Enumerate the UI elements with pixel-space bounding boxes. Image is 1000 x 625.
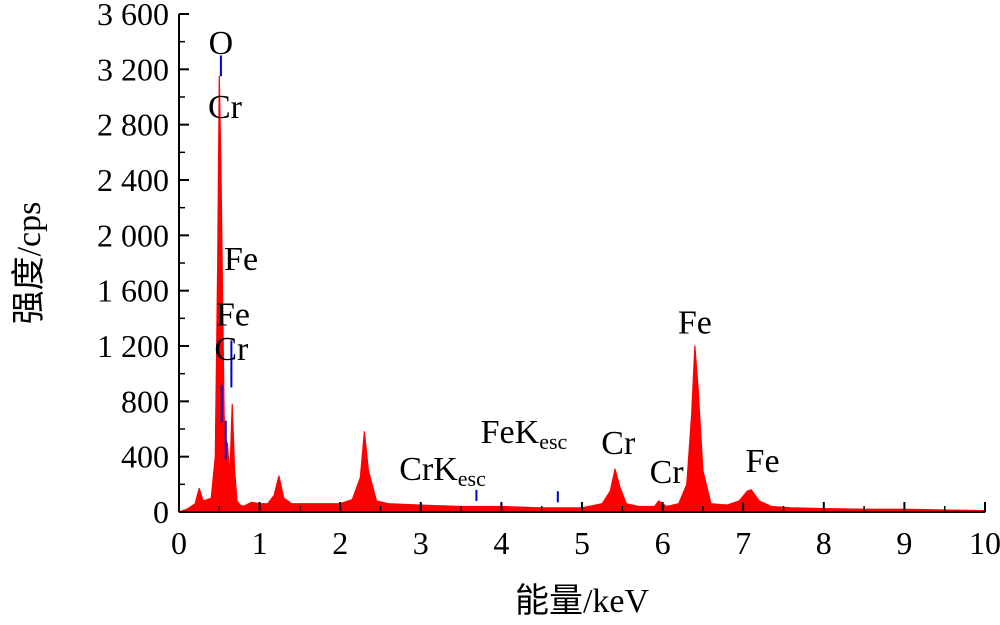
peak-label-8: Fe [746, 443, 780, 480]
peak-label-1: Cr [208, 89, 243, 126]
y-axis-title: 强度/cps [10, 202, 48, 325]
y-tick-label: 2 000 [97, 217, 169, 253]
y-tick-label: 1 200 [97, 328, 169, 364]
peak-label-4: Cr [214, 331, 249, 368]
y-tick-label: 3 600 [97, 0, 169, 32]
y-tick-label: 800 [121, 383, 169, 419]
peak-label-0: O [209, 25, 234, 62]
y-tick-label: 1 600 [97, 273, 169, 309]
spectrum-area-layer [178, 75, 986, 513]
x-tick-label: 4 [493, 525, 509, 561]
x-tick-label: 8 [816, 525, 832, 561]
x-tick-label: 3 [413, 525, 429, 561]
y-tick-layer: 0 400 800 1 200 1 600 2 000 2 400 2 800 3 200 3 6… [97, 0, 189, 530]
x-tick-label: 9 [896, 525, 912, 561]
x-tick-label: 5 [574, 525, 590, 561]
peak-label-10: FeKesc [481, 414, 568, 454]
peak-label-2: Fe [224, 241, 258, 278]
peak-label-7: Cr [650, 454, 685, 491]
peak-marker-layer [219, 55, 559, 503]
x-tick-label: 7 [735, 525, 751, 561]
y-tick-label: 0 [153, 494, 169, 530]
y-tick-label: 2 800 [97, 107, 169, 143]
x-tick-label: 10 [969, 525, 1000, 561]
peak-label-6: Cr [601, 425, 636, 462]
y-tick-label: 400 [121, 439, 169, 475]
peak-label-9: CrKesc [399, 451, 486, 491]
x-tick-label: 1 [252, 525, 268, 561]
x-tick-layer: 0 1 2 3 4 5 6 7 8 9 10 [171, 502, 1000, 561]
x-tick-label: 0 [171, 525, 187, 561]
y-tick-label: 2 400 [97, 162, 169, 198]
y-tick-label: 3 200 [97, 51, 169, 87]
x-axis-title: 能量/keV [515, 582, 650, 620]
axes-layer [178, 14, 985, 513]
x-tick-label: 2 [332, 525, 348, 561]
x-tick-label: 6 [655, 525, 671, 561]
peak-label-5: Fe [678, 305, 712, 342]
spectrum-series-0 [178, 75, 986, 513]
peak-label-3: Fe [216, 296, 250, 333]
